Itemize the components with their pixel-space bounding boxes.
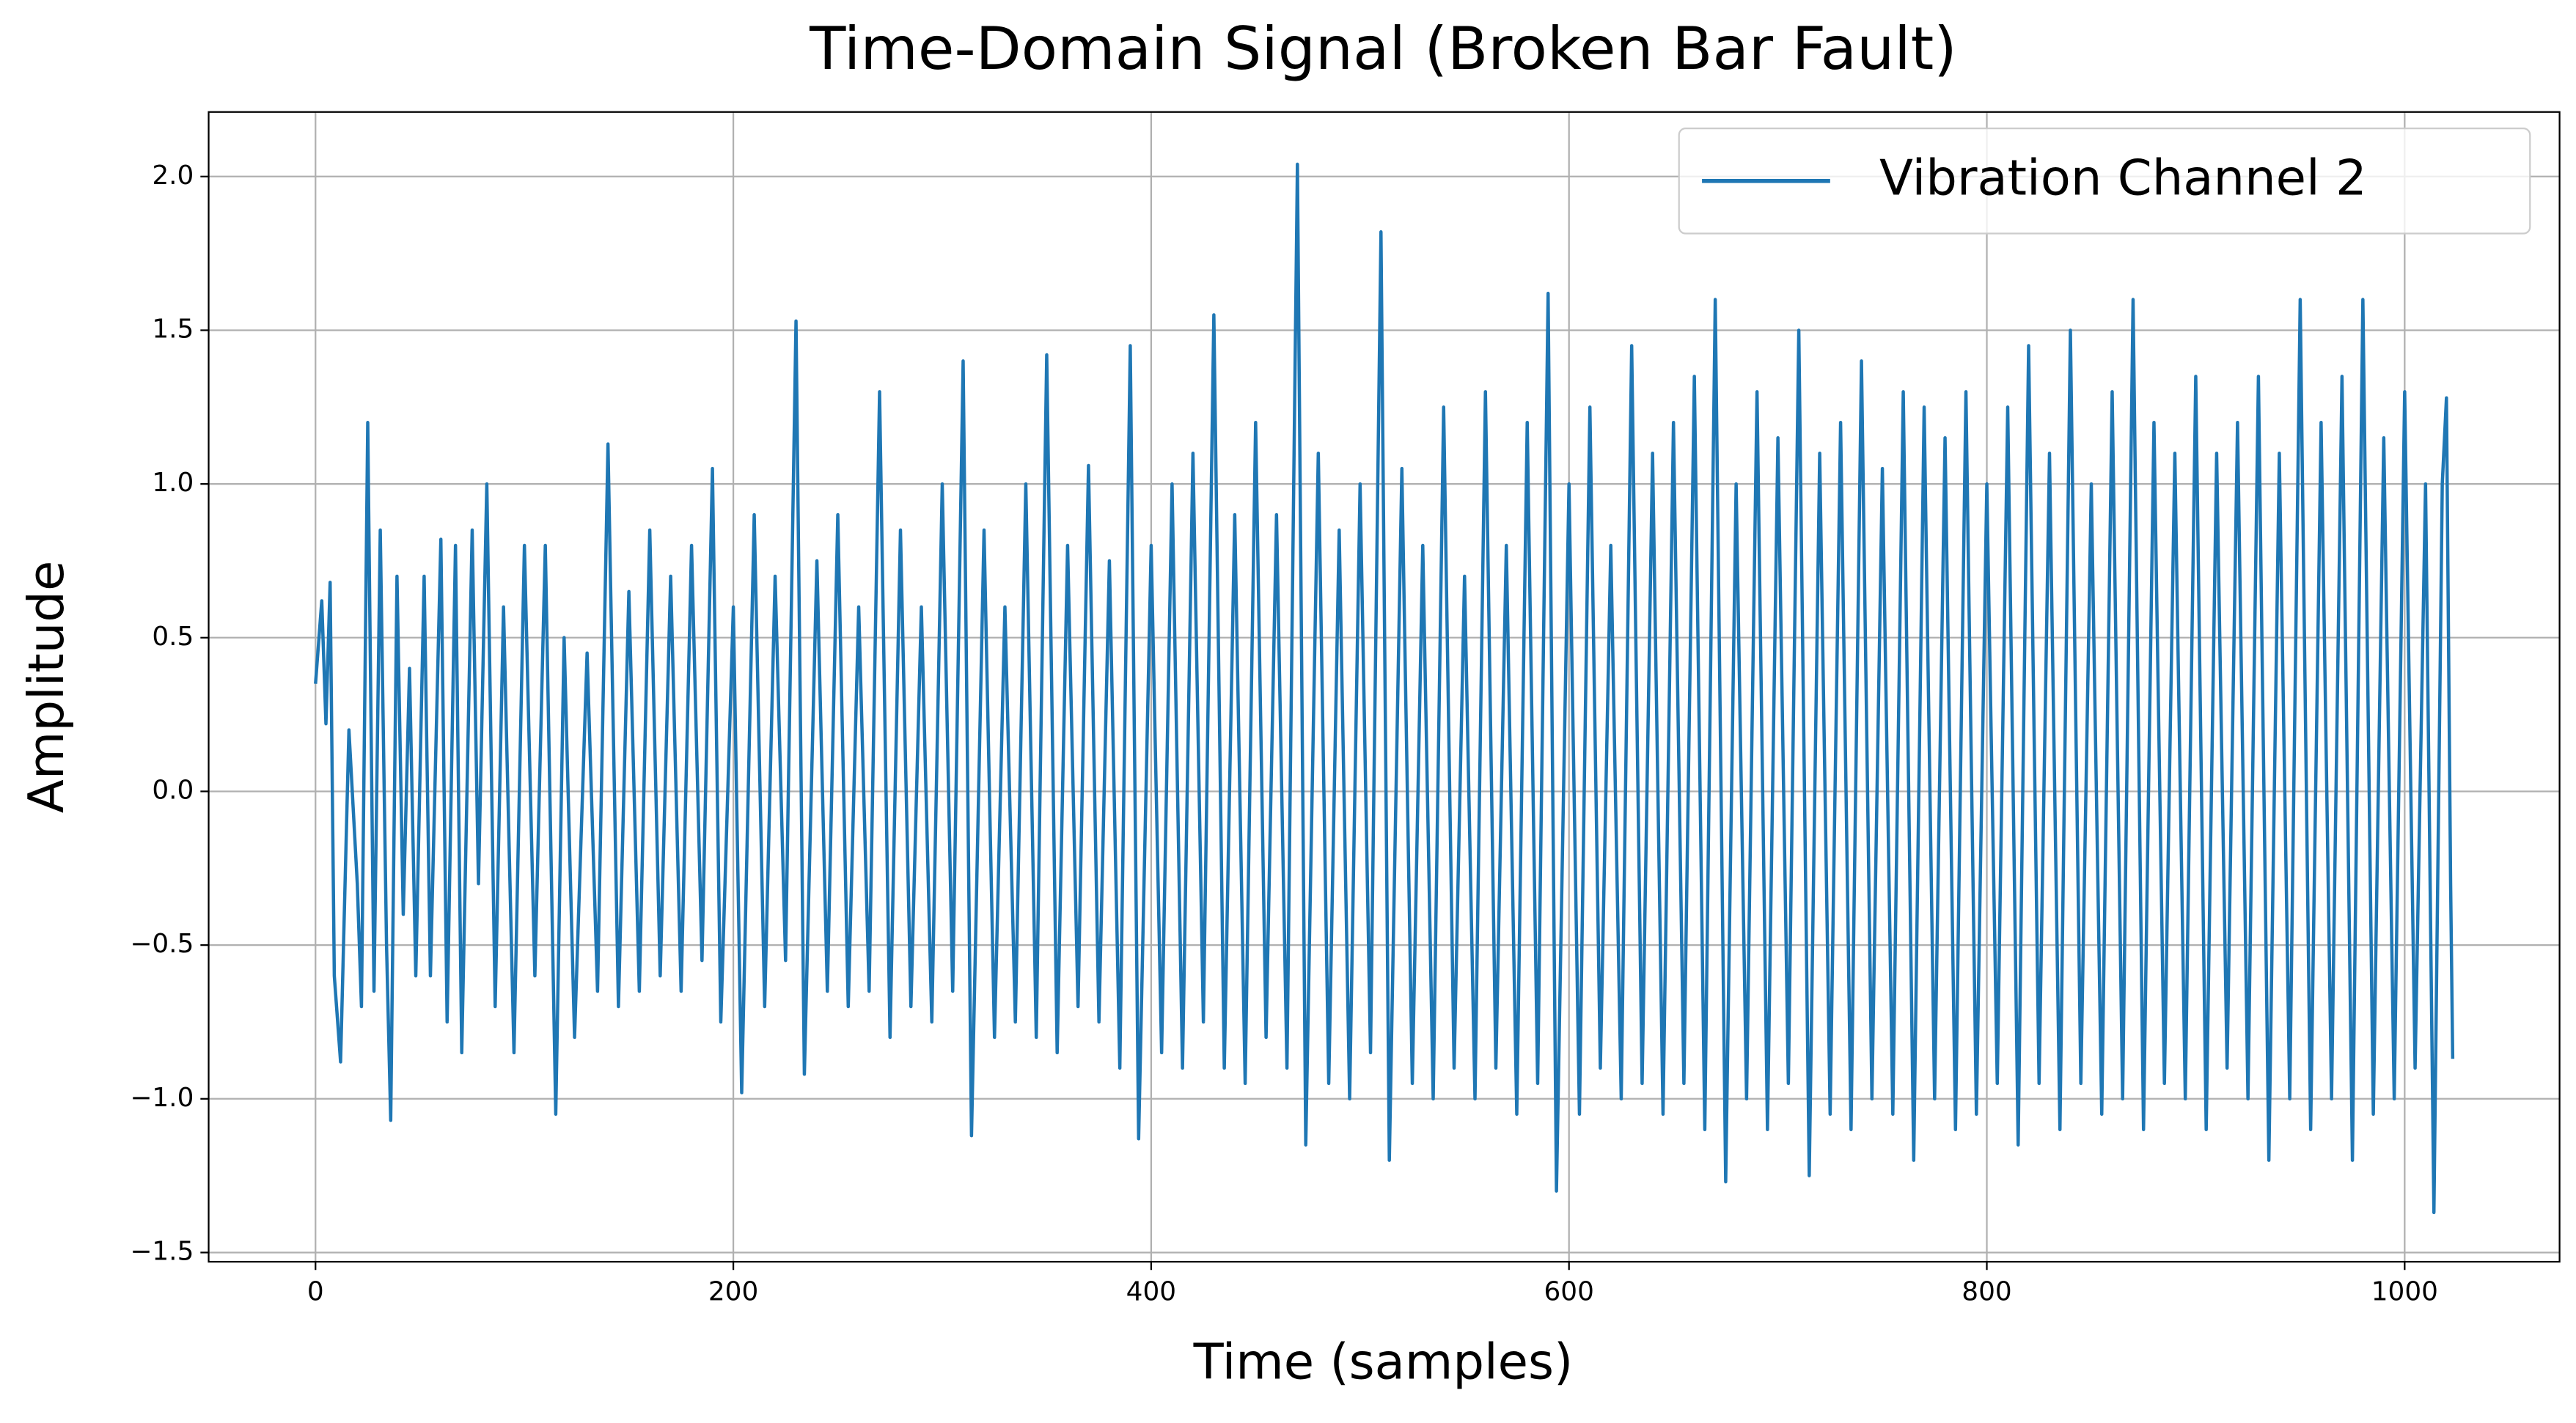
y-tick-label: −1.5: [130, 1236, 194, 1266]
x-tick-label: 200: [708, 1277, 758, 1307]
y-tick-label: 1.0: [152, 468, 194, 498]
legend-box: [1678, 128, 2531, 235]
x-tick-label: 800: [1962, 1277, 2011, 1307]
y-axis-label: Amplitude: [18, 561, 75, 813]
chart-title: Time-Domain Signal (Broken Bar Fault): [809, 15, 1957, 84]
y-tick-label: −0.5: [130, 929, 194, 959]
x-axis-label: Time (samples): [1193, 1334, 1574, 1391]
y-tick-label: 0.0: [152, 775, 194, 805]
data-line: [314, 162, 2455, 1215]
y-tick-label: 2.0: [152, 161, 194, 191]
x-tick-label: 400: [1126, 1277, 1176, 1307]
x-tick-label: 0: [307, 1277, 324, 1307]
y-tick-label: −1.0: [130, 1083, 194, 1113]
legend: Vibration Channel 2: [1678, 128, 2531, 235]
y-tick-label: 0.5: [152, 622, 194, 652]
plot-frame: [208, 111, 2561, 1263]
legend-label: Vibration Channel 2: [1879, 149, 2367, 206]
x-tick-label: 600: [1544, 1277, 1594, 1307]
x-tick-label: 1000: [2371, 1277, 2438, 1307]
y-tick-label: 1.5: [152, 314, 194, 344]
